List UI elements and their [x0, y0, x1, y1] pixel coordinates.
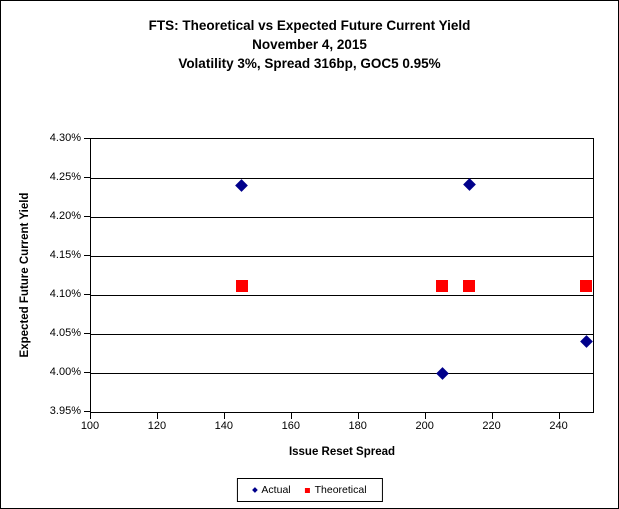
data-point-actual — [235, 179, 248, 193]
x-tick-label: 120 — [147, 420, 167, 432]
legend-label-actual: Actual — [261, 484, 291, 496]
chart-subtitle-params: Volatility 3%, Spread 316bp, GOC5 0.95% — [178, 56, 441, 71]
legend-item-theoretical: Theoretical — [304, 484, 367, 496]
y-tick-mark — [84, 411, 91, 412]
y-tick-label: 4.00% — [49, 366, 81, 378]
y-tick-label: 4.15% — [49, 249, 81, 261]
data-point-theoretical — [235, 280, 248, 293]
y-tick-label: 4.20% — [49, 210, 81, 222]
gridline-4.00% — [91, 373, 593, 374]
chart-subtitle-date: November 4, 2015 — [252, 37, 367, 52]
x-tick-label: 240 — [549, 420, 568, 432]
gridline-4.10% — [91, 295, 593, 296]
gridline-4.25% — [91, 178, 593, 179]
gridline-4.20% — [91, 217, 593, 218]
y-tick-mark — [84, 216, 91, 217]
x-tick-mark — [358, 413, 359, 419]
x-tick-mark — [90, 413, 91, 419]
y-tick-mark — [84, 177, 91, 178]
x-tick-label: 160 — [281, 420, 300, 432]
x-tick-mark — [425, 413, 426, 419]
x-tick-label: 100 — [80, 420, 100, 432]
x-tick-label: 220 — [482, 420, 501, 432]
y-tick-label: 4.30% — [49, 132, 81, 144]
x-tick-label: 180 — [348, 420, 367, 432]
x-tick-mark — [492, 413, 493, 419]
legend-label-theoretical: Theoretical — [314, 484, 367, 496]
x-tick-mark — [157, 413, 158, 419]
plot-area — [90, 138, 594, 413]
data-point-theoretical — [463, 280, 476, 293]
y-tick-mark — [84, 294, 91, 295]
y-tick-mark — [84, 372, 91, 373]
data-point-actual — [579, 335, 593, 349]
actual-diamond-icon — [251, 487, 258, 493]
y-tick-label: 3.95% — [49, 405, 81, 417]
y-tick-mark — [84, 255, 91, 256]
gridline-4.15% — [91, 256, 593, 257]
gridline-4.05% — [91, 334, 593, 335]
x-axis-title: Issue Reset Spread — [288, 446, 396, 458]
legend-item-actual: Actual — [251, 484, 291, 496]
y-tick-label: 4.05% — [49, 327, 81, 339]
data-point-theoretical — [580, 280, 593, 293]
data-point-actual — [436, 366, 449, 380]
y-tick-mark — [84, 333, 91, 334]
data-point-theoretical — [436, 280, 449, 293]
x-tick-label: 200 — [415, 420, 434, 432]
data-point-actual — [462, 177, 476, 191]
chart-title-block: FTS: Theoretical vs Expected Future Curr… — [1, 16, 618, 73]
theoretical-square-icon — [304, 487, 310, 493]
x-tick-mark — [224, 413, 225, 419]
y-tick-label: 4.10% — [49, 288, 81, 300]
x-tick-label: 140 — [214, 420, 234, 432]
x-tick-mark — [559, 413, 560, 419]
y-tick-label: 4.25% — [49, 171, 81, 183]
legend: Actual Theoretical — [236, 478, 383, 502]
chart-title: FTS: Theoretical vs Expected Future Curr… — [148, 18, 471, 33]
x-tick-mark — [291, 413, 292, 419]
y-tick-mark — [84, 138, 91, 139]
